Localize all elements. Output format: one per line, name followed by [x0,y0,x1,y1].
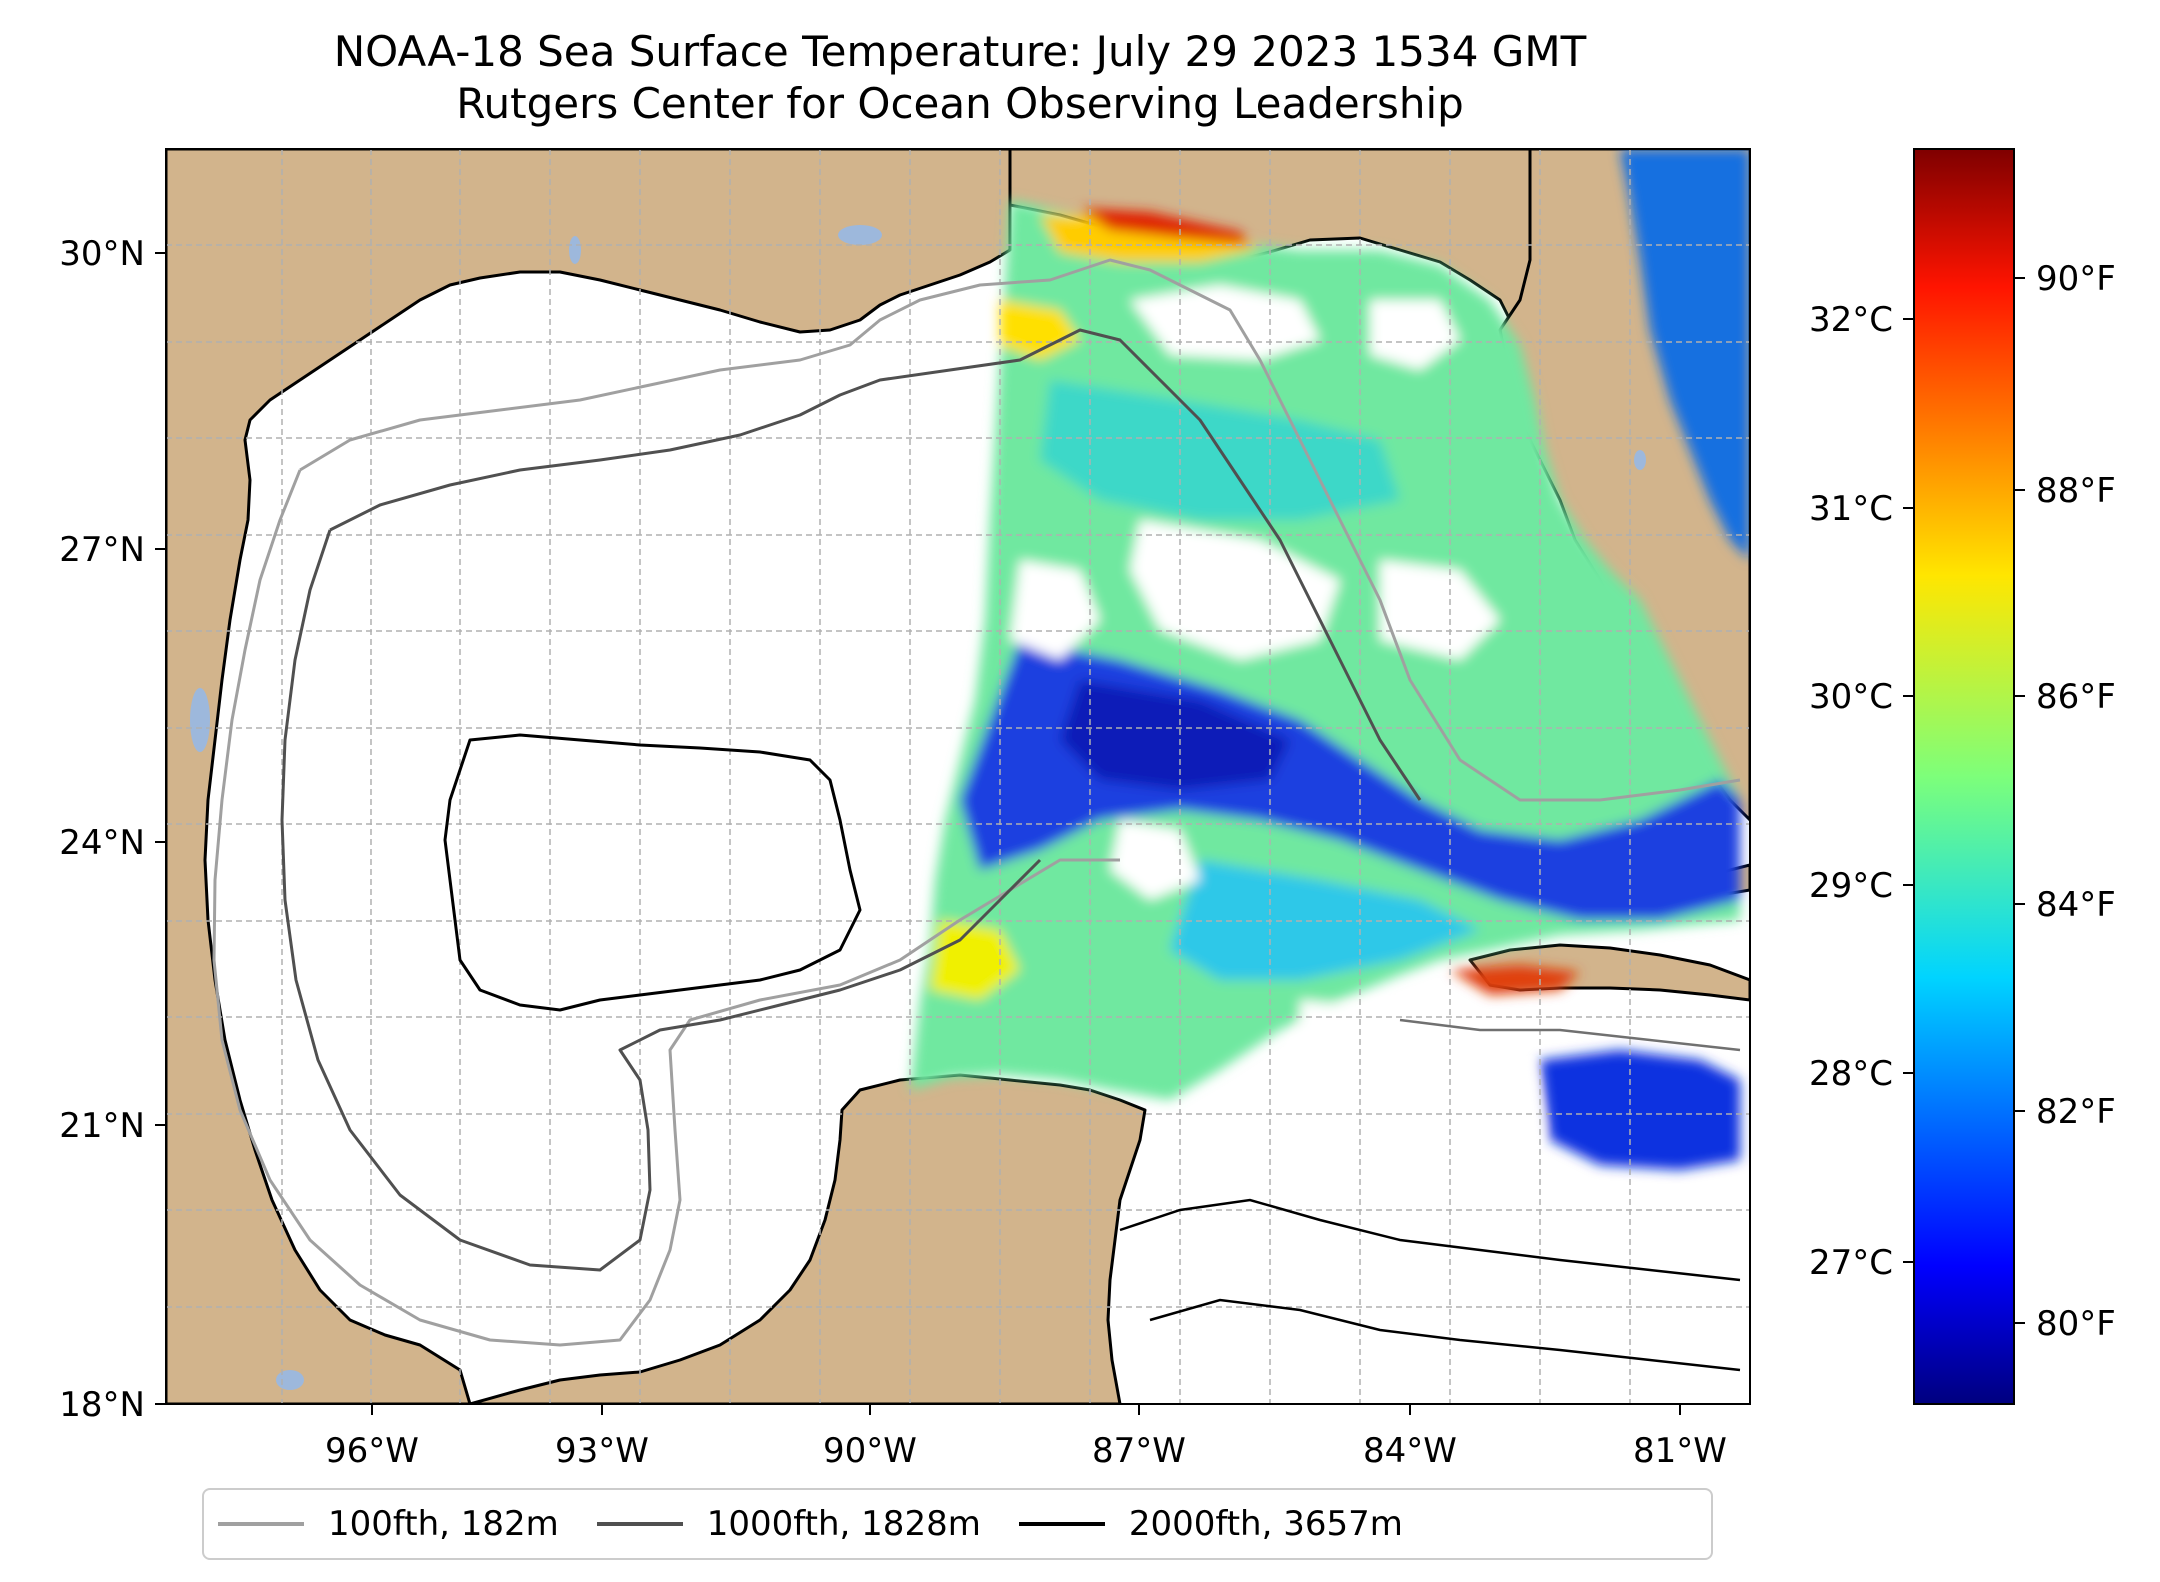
lat-tick-label: 30°N [59,234,145,274]
fahrenheit-tick-label: 80°F [2036,1304,2116,1344]
legend-item-1000fth: 1000fth, 1828m [596,1504,981,1544]
celsius-tick-label: 32°C [1809,300,1893,340]
lat-tick-label: 27°N [59,530,145,570]
fahrenheit-tick-label: 90°F [2036,259,2116,299]
lat-tick-label: 24°N [59,823,145,863]
lat-tick-label: 21°N [59,1106,145,1146]
lon-tick-label: 84°W [1363,1431,1457,1471]
legend-line-swatch [218,1522,304,1526]
fahrenheit-tick-label: 86°F [2036,677,2116,717]
lat-tick-labels: 18°N 21°N 24°N 27°N 30°N [59,234,145,1425]
celsius-tick-label: 29°C [1809,866,1893,906]
legend-label: 100fth, 182m [328,1504,559,1544]
map-area [166,149,1750,1404]
fahrenheit-tick-labels: 80°F 82°F 84°F 86°F 88°F 90°F [2036,259,2116,1344]
lakes [190,225,1646,1390]
contour-100fth [212,258,1741,1347]
gridlines [166,149,1750,1404]
celsius-tick-label: 28°C [1809,1054,1893,1094]
celsius-tick-label: 27°C [1809,1243,1893,1283]
contour-legend: 100fth, 182m 1000fth, 1828m 2000fth, 365… [202,1488,1713,1560]
legend-line-swatch [596,1522,683,1526]
celsius-tick-labels: 27°C 28°C 29°C 30°C 31°C 32°C [1809,300,1893,1283]
lon-tick-label: 87°W [1092,1431,1186,1471]
lon-tick-label: 96°W [325,1431,419,1471]
legend-item-2000fth: 2000fth, 3657m [1018,1504,1403,1544]
legend-line-swatch [1018,1522,1105,1526]
colorbar-ticks [1903,277,2025,1324]
contour-1000fth [280,328,1422,1272]
celsius-tick-label: 30°C [1809,677,1893,717]
legend-label: 2000fth, 3657m [1128,1504,1403,1544]
bathymetry-contours [212,258,1741,1347]
colorbar-gradient [1913,148,2015,1405]
title-line-1: NOAA-18 Sea Surface Temperature: July 29… [333,27,1587,76]
fahrenheit-tick-label: 88°F [2036,471,2116,511]
caribbean-contours [1119,1018,1741,1372]
map-frame [165,148,1751,1405]
title-line-2: Rutgers Center for Ocean Observing Leade… [456,79,1464,128]
contour-2000fth [443,733,862,1012]
lon-tick-label: 81°W [1633,1431,1727,1471]
lat-tick-label: 18°N [59,1385,145,1425]
lon-tick-label: 93°W [555,1431,649,1471]
colorbar: 27°C 28°C 29°C 30°C 31°C 32°C 80°F 82°F … [1809,148,2116,1405]
lon-tick-label: 90°W [823,1431,917,1471]
chart-title: NOAA-18 Sea Surface Temperature: July 29… [170,26,1750,130]
lon-tick-labels: 96°W 93°W 90°W 87°W 84°W 81°W [325,1431,1727,1471]
legend-label: 1000fth, 1828m [706,1504,981,1544]
celsius-tick-label: 31°C [1809,489,1893,529]
legend-item-100fth: 100fth, 182m [218,1504,559,1544]
fahrenheit-tick-label: 84°F [2036,885,2116,925]
axis-ticks [155,252,1681,1415]
sst-imagery [910,149,1750,1170]
fahrenheit-tick-label: 82°F [2036,1092,2116,1132]
